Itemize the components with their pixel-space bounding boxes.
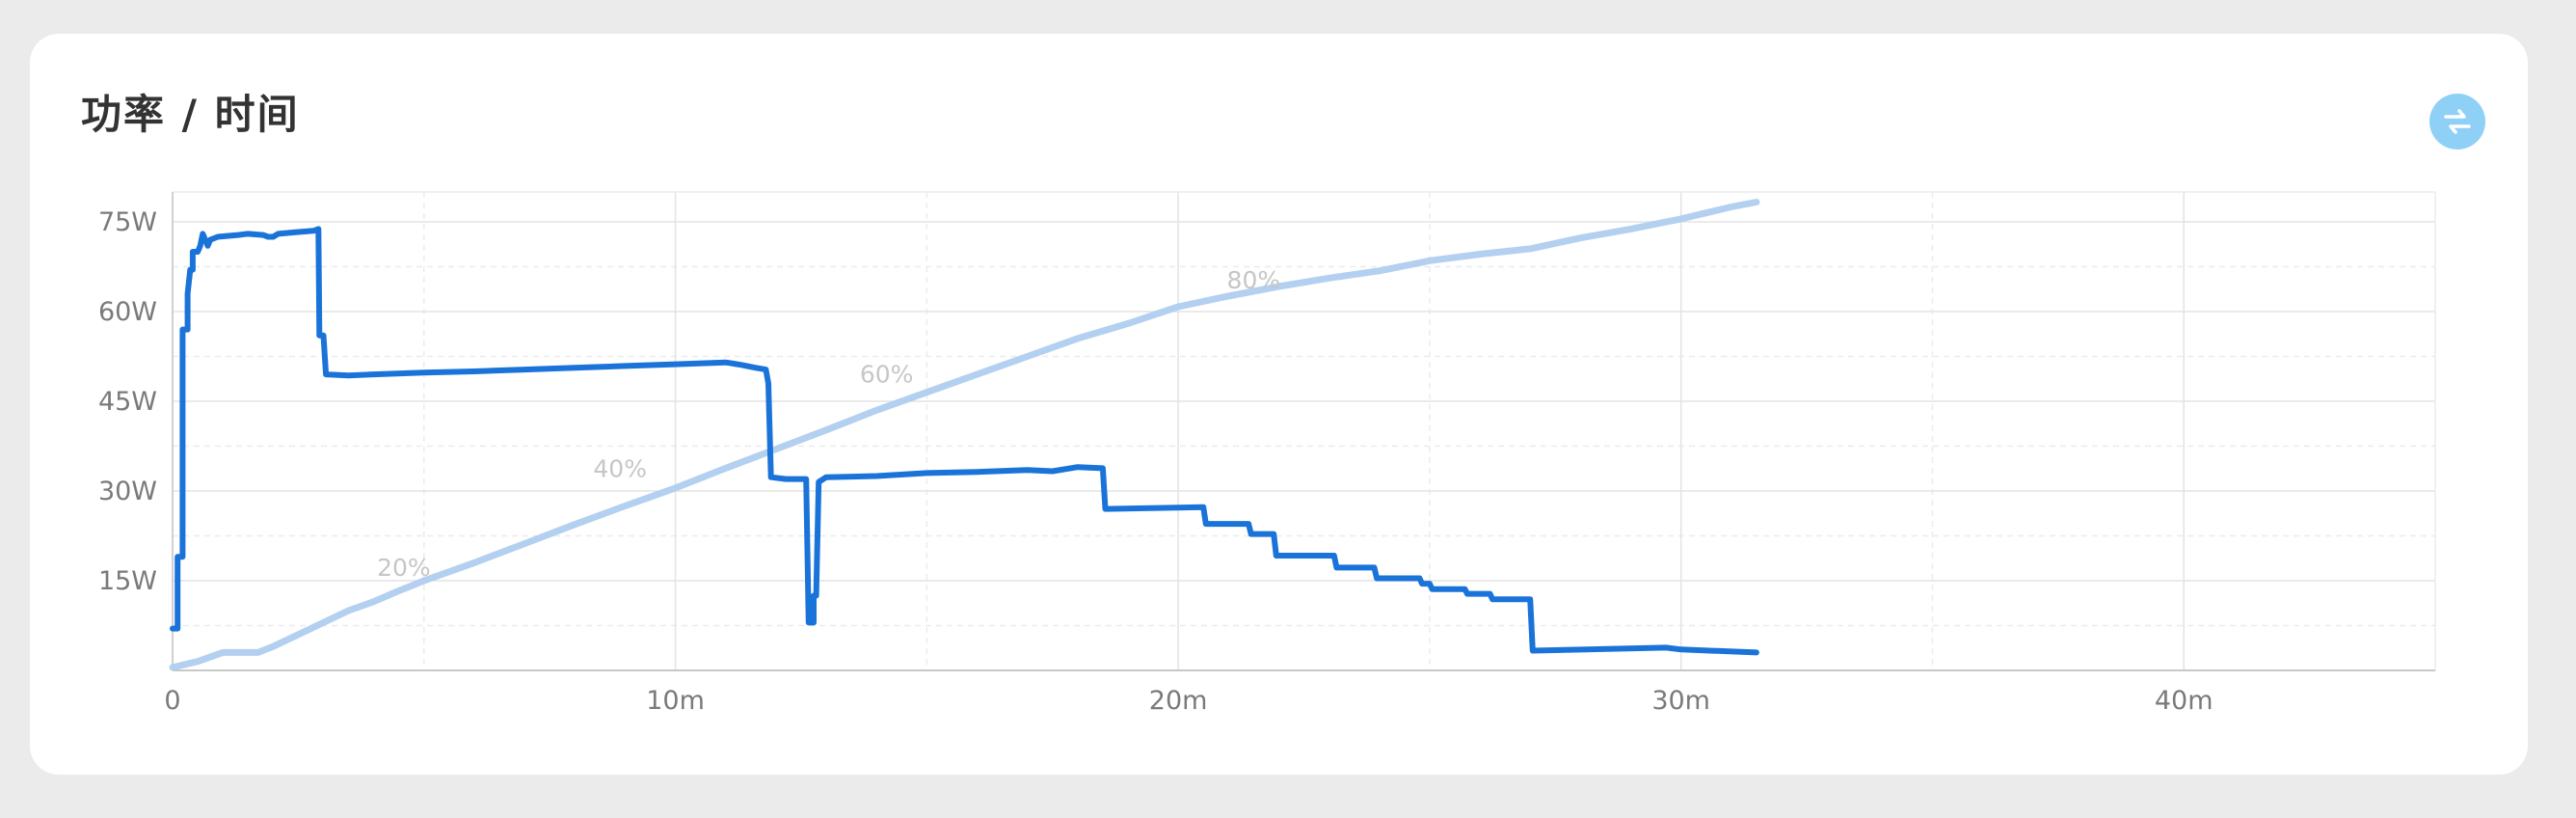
swap-icon xyxy=(2444,109,2471,134)
x-tick-label: 20m xyxy=(1149,686,1208,716)
swap-toggle-button[interactable] xyxy=(2429,94,2485,150)
progress-series-line xyxy=(169,199,1760,671)
y-tick-label: 45W xyxy=(98,387,157,417)
x-tick-label: 40m xyxy=(2155,686,2214,716)
progress-annotation-label: 80% xyxy=(1227,266,1281,294)
progress-annotation-label: 60% xyxy=(860,361,914,389)
power-time-card: 功率 / 时间 15W 30W 45W 60W 75W 0 10m 20m 30m 40m 20% 4… xyxy=(30,34,2528,775)
y-tick-label: 75W xyxy=(98,207,157,237)
x-tick-label: 0 xyxy=(164,686,180,716)
y-tick-label: 30W xyxy=(98,477,157,506)
progress-annotation-label: 20% xyxy=(377,554,431,582)
x-tick-label: 30m xyxy=(1651,686,1710,716)
power-time-chart: 15W 30W 45W 60W 75W 0 10m 20m 30m 40m 20% 40% 60% 80% xyxy=(98,191,2436,716)
progress-annotation-label: 40% xyxy=(593,454,647,482)
y-tick-label: 15W xyxy=(98,566,157,596)
x-tick-label: 10m xyxy=(646,686,705,716)
card-title: 功率 / 时间 xyxy=(81,91,300,138)
power-series-line xyxy=(170,226,1759,656)
y-tick-label: 60W xyxy=(98,297,157,327)
